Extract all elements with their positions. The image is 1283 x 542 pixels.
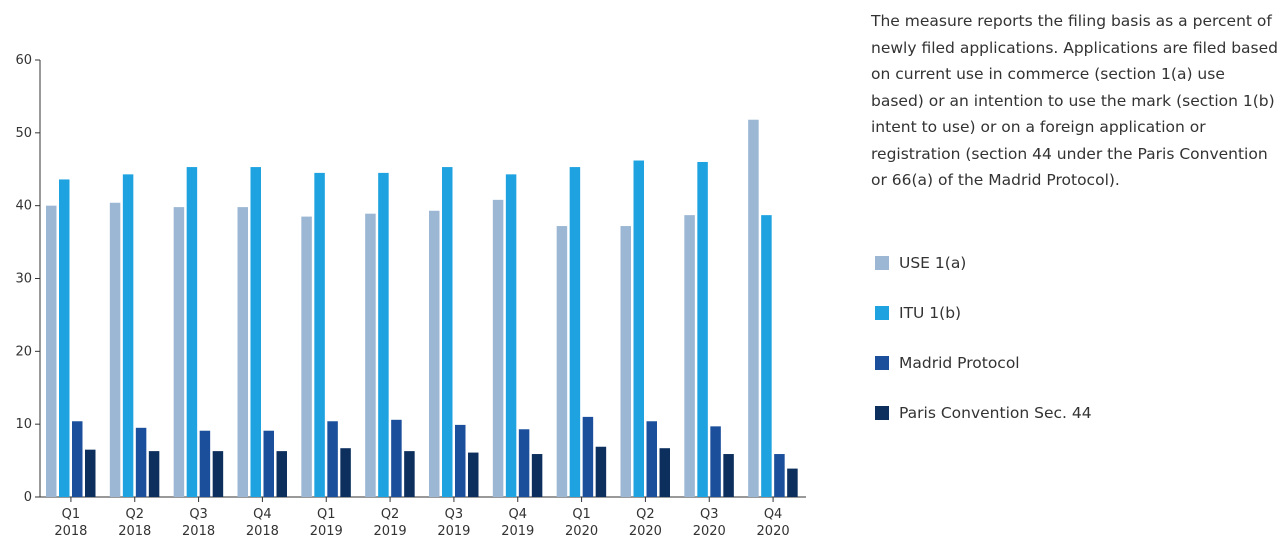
bar bbox=[59, 179, 70, 497]
bar bbox=[774, 454, 785, 497]
x-tick-label-quarter: Q2 bbox=[125, 507, 144, 522]
legend-label: ITU 1(b) bbox=[899, 304, 961, 322]
legend-item-use-1a: USE 1(a) bbox=[875, 238, 1092, 288]
x-tick-label-quarter: Q1 bbox=[62, 507, 81, 522]
x-tick-label-quarter: Q4 bbox=[764, 507, 783, 522]
bar bbox=[583, 417, 594, 497]
bar bbox=[761, 215, 772, 497]
legend-swatch bbox=[875, 256, 889, 270]
x-tick-label-quarter: Q1 bbox=[572, 507, 591, 522]
bar bbox=[748, 120, 759, 497]
bar bbox=[723, 454, 734, 497]
y-tick-label: 50 bbox=[15, 126, 32, 141]
bar bbox=[123, 174, 134, 497]
bar bbox=[136, 428, 147, 497]
y-tick-label: 0 bbox=[24, 490, 32, 505]
bar bbox=[684, 215, 695, 497]
bar bbox=[557, 226, 568, 497]
legend-swatch bbox=[875, 306, 889, 320]
x-tick-label-quarter: Q2 bbox=[636, 507, 655, 522]
bar bbox=[429, 211, 440, 497]
legend-label: Madrid Protocol bbox=[899, 354, 1020, 372]
x-tick-label-year: 2018 bbox=[182, 524, 215, 539]
x-tick-label-year: 2019 bbox=[437, 524, 470, 539]
legend-swatch bbox=[875, 356, 889, 370]
legend-swatch bbox=[875, 406, 889, 420]
chart-bars bbox=[46, 120, 798, 497]
bar bbox=[404, 451, 415, 497]
bar bbox=[85, 450, 96, 497]
bar bbox=[301, 217, 312, 497]
x-tick-label-year: 2020 bbox=[565, 524, 598, 539]
y-tick-label: 30 bbox=[15, 272, 32, 287]
bar bbox=[493, 200, 504, 497]
bar bbox=[455, 425, 466, 497]
bar-chart: 0 10 20 30 40 50 60 Q1 2018 Q2 2018 Q3 2018 Q4 2018 Q1 2… bbox=[0, 0, 820, 542]
x-tick-label-year: 2018 bbox=[54, 524, 87, 539]
x-tick-label-quarter: Q1 bbox=[317, 507, 336, 522]
bar bbox=[340, 448, 351, 497]
bar bbox=[327, 421, 338, 497]
legend-label: USE 1(a) bbox=[899, 254, 966, 272]
legend-item-paris-convention: Paris Convention Sec. 44 bbox=[875, 388, 1092, 438]
x-tick-label-quarter: Q3 bbox=[445, 507, 464, 522]
bar bbox=[174, 207, 185, 497]
legend-label: Paris Convention Sec. 44 bbox=[899, 404, 1092, 422]
bar bbox=[506, 174, 517, 497]
bar bbox=[442, 167, 453, 497]
bar bbox=[596, 447, 607, 497]
bar bbox=[621, 226, 632, 497]
x-tick-label-year: 2019 bbox=[501, 524, 534, 539]
y-tick-label: 20 bbox=[15, 344, 32, 359]
bar bbox=[277, 451, 288, 497]
x-tick-label-year: 2019 bbox=[374, 524, 407, 539]
x-tick-label-year: 2018 bbox=[246, 524, 279, 539]
legend-item-madrid-protocol: Madrid Protocol bbox=[875, 338, 1092, 388]
bar bbox=[314, 173, 325, 497]
x-tick-label-year: 2020 bbox=[629, 524, 662, 539]
x-tick-label-year: 2020 bbox=[693, 524, 726, 539]
bar bbox=[72, 421, 83, 497]
bar bbox=[264, 431, 275, 497]
y-tick-label: 60 bbox=[15, 53, 32, 68]
bar bbox=[519, 429, 530, 497]
x-tick-label-quarter: Q4 bbox=[253, 507, 272, 522]
legend-item-itu-1b: ITU 1(b) bbox=[875, 288, 1092, 338]
bar bbox=[365, 214, 376, 497]
bar bbox=[634, 161, 645, 497]
y-tick-label: 10 bbox=[15, 417, 32, 432]
x-tick-label-quarter: Q2 bbox=[381, 507, 400, 522]
bar bbox=[238, 207, 249, 497]
chart-legend: USE 1(a) ITU 1(b) Madrid Protocol Paris … bbox=[875, 238, 1092, 438]
bar bbox=[391, 420, 402, 497]
bar bbox=[213, 451, 224, 497]
bar bbox=[378, 173, 389, 497]
x-tick-label-quarter: Q3 bbox=[189, 507, 208, 522]
bar bbox=[200, 431, 211, 497]
bar bbox=[697, 162, 708, 497]
bar bbox=[46, 206, 57, 497]
bar bbox=[787, 469, 798, 497]
x-tick-label-quarter: Q4 bbox=[508, 507, 527, 522]
bar bbox=[110, 203, 121, 497]
bar bbox=[468, 453, 479, 497]
chart-description: The measure reports the filing basis as … bbox=[871, 8, 1281, 194]
x-tick-label-year: 2018 bbox=[118, 524, 151, 539]
bar bbox=[710, 426, 721, 497]
bar bbox=[187, 167, 198, 497]
bar bbox=[532, 454, 543, 497]
bar bbox=[570, 167, 581, 497]
bar bbox=[251, 167, 262, 497]
bar bbox=[647, 421, 658, 497]
y-tick-label: 40 bbox=[15, 199, 32, 214]
bar bbox=[149, 451, 160, 497]
x-tick-label-year: 2019 bbox=[310, 524, 343, 539]
x-tick-label-year: 2020 bbox=[757, 524, 790, 539]
x-tick-label-quarter: Q3 bbox=[700, 507, 719, 522]
bar bbox=[660, 448, 671, 497]
